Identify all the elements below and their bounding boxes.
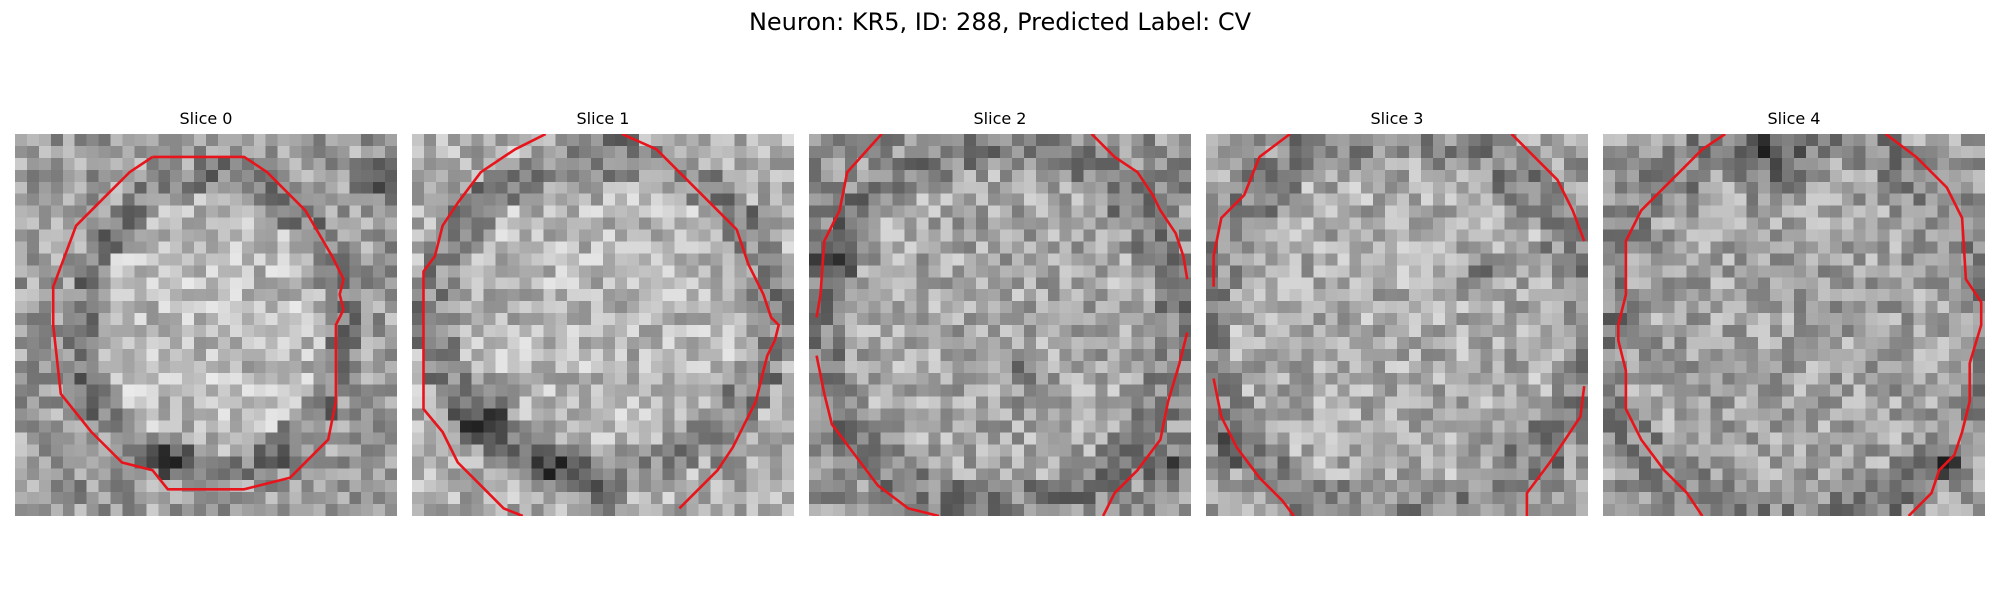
slice-image	[412, 134, 794, 516]
cell-contour	[815, 355, 940, 516]
slice-image	[809, 134, 1191, 516]
slice-panel-4: Slice 4	[1603, 108, 1985, 520]
slice-title: Slice 2	[973, 109, 1027, 128]
slice-image	[15, 134, 397, 516]
cell-contour	[1101, 332, 1189, 516]
slice-panel-0: Slice 0	[15, 108, 397, 520]
cell-contour	[1510, 134, 1586, 242]
cell-contour	[1090, 134, 1189, 280]
slice-panel-3: Slice 3	[1206, 108, 1588, 520]
pixel-grid	[809, 134, 1191, 516]
slice-image	[1603, 134, 1985, 516]
cell-contour	[1617, 134, 1726, 516]
slice-title: Slice 1	[576, 109, 630, 128]
slice-title: Slice 0	[179, 109, 233, 128]
figure-title: Neuron: KR5, ID: 288, Predicted Label: C…	[748, 8, 1252, 36]
pixel-grid	[412, 134, 794, 516]
cell-contour	[422, 134, 547, 516]
cell-contour	[621, 134, 781, 510]
pixel-grid	[15, 134, 397, 516]
slice-image	[1206, 134, 1588, 516]
cell-contour	[1525, 385, 1586, 516]
slice-panel-1: Slice 1	[412, 108, 794, 520]
slice-title: Slice 4	[1767, 109, 1821, 128]
slice-title: Slice 3	[1370, 109, 1424, 128]
cell-contour	[1212, 134, 1291, 287]
cell-contour	[1212, 378, 1295, 516]
cell-contour	[815, 134, 883, 318]
pixel-grid	[1206, 134, 1588, 516]
pixel-grid	[1603, 134, 1985, 516]
cell-contour	[51, 155, 345, 491]
slice-panel-2: Slice 2	[809, 108, 1191, 520]
cell-contour	[1884, 134, 1983, 516]
